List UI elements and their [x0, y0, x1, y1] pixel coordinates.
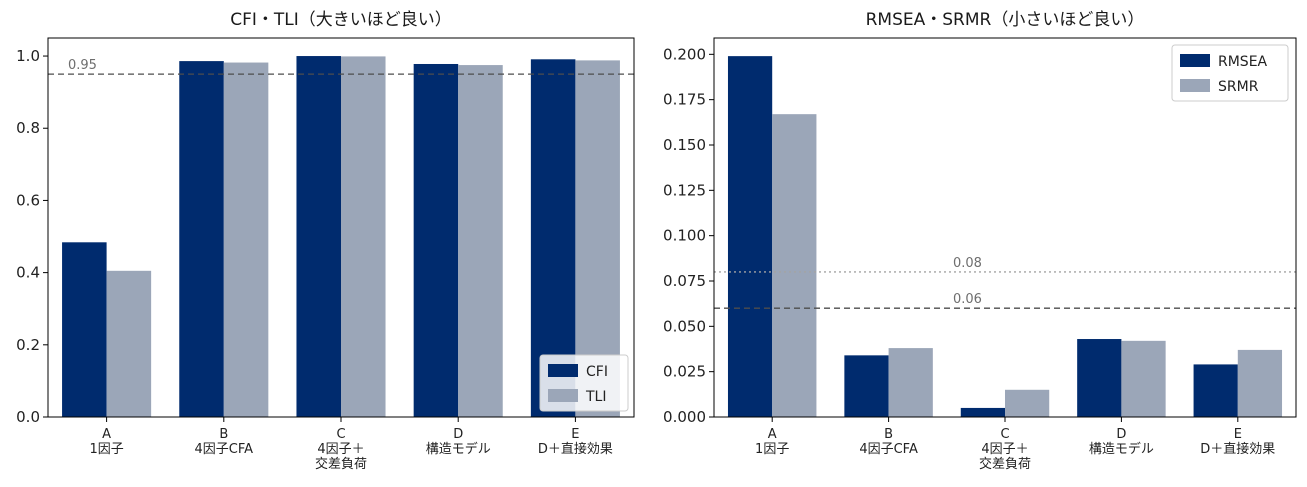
chart1-legend-swatch-0 [1180, 54, 1210, 67]
chart0-xtick-label-4-0: E [571, 427, 579, 442]
chart0-legend-label-1: TLI [585, 389, 606, 405]
chart1-legend-label-1: SRMR [1218, 79, 1259, 95]
chart1-bar-srmr-1 [888, 348, 933, 417]
chart0-xtick-label-0-1: 1因子 [89, 442, 123, 457]
chart0-reference-label-0: 0.95 [68, 58, 97, 73]
chart0-bar-cfi-0 [62, 242, 107, 417]
chart1-ytick-label-2: 0.050 [663, 317, 706, 335]
chart1-ytick-label-1: 0.025 [663, 363, 706, 381]
chart1-ytick-label-3: 0.075 [663, 272, 706, 290]
chart0-ytick-label-2: 0.4 [16, 264, 40, 282]
chart1-xtick-label-3-1: 構造モデル [1089, 441, 1154, 457]
chart1-xtick-label-2-0: C [1000, 427, 1009, 442]
chart0-legend-swatch-1 [548, 389, 578, 402]
chart0-xtick-label-2-0: C [336, 427, 345, 442]
chart1-xtick-label-0-0: A [768, 427, 777, 442]
chart1-reference-label-0: 0.08 [953, 256, 982, 271]
chart0-ytick-label-4: 0.8 [16, 119, 40, 137]
chart1-xtick-label-0-1: 1因子 [755, 442, 789, 457]
chart0-xtick-label-3-1: 構造モデル [426, 441, 491, 457]
chart0-ytick-label-3: 0.6 [16, 191, 40, 209]
chart0-ytick-label-0: 0.0 [16, 408, 40, 426]
chart1-reference-label-1: 0.06 [953, 292, 982, 307]
chart1-bar-rmsea-3 [1077, 339, 1122, 417]
chart1-bar-srmr-0 [772, 114, 817, 417]
chart1-xtick-label-1-1: 4因子CFA [859, 442, 918, 457]
chart0-bar-tli-2 [341, 56, 386, 418]
chart0-xtick-label-0-0: A [102, 427, 111, 442]
chart0-bar-cfi-1 [179, 61, 224, 417]
chart0-ytick-label-5: 1.0 [16, 47, 40, 65]
chart0-xtick-label-1-1: 4因子CFA [195, 442, 254, 457]
chart1-bar-rmsea-0 [727, 56, 773, 417]
chart0-bar-tli-3 [458, 65, 503, 418]
chart0-legend-swatch-0 [548, 364, 578, 377]
chart0-xtick-label-4-1: D＋直接効果 [538, 441, 613, 457]
chart1-title: RMSEA・SRMR（小さいほど良い） [866, 10, 1145, 30]
chart1-bar-rmsea-4 [1193, 364, 1238, 417]
chart1-xtick-label-2-1: 4因子＋ [981, 442, 1028, 457]
chart1-ytick-label-7: 0.175 [663, 91, 706, 109]
chart0-ytick-label-1: 0.2 [16, 336, 40, 354]
chart0-legend-label-0: CFI [586, 364, 608, 380]
chart1-bar-srmr-4 [1237, 349, 1283, 417]
chart0-xtick-label-3-0: D [453, 427, 463, 442]
chart1-ytick-label-0: 0.000 [663, 408, 706, 426]
chart0-bar-cfi-3 [413, 63, 459, 417]
chart1-xtick-label-4-1: D＋直接効果 [1200, 441, 1275, 457]
chart1-legend-label-0: RMSEA [1218, 54, 1268, 70]
chart0-xtick-label-1-0: B [219, 427, 228, 442]
chart1-ytick-label-5: 0.125 [663, 181, 706, 199]
chart0-bar-cfi-2 [296, 56, 341, 418]
chart1-xtick-label-3-0: D [1116, 427, 1126, 442]
chart1-bar-srmr-2 [1005, 389, 1050, 417]
chart1-bar-rmsea-2 [960, 407, 1005, 417]
chart1-legend: RMSEA SRMR [1171, 44, 1289, 102]
chart1-legend-swatch-1 [1180, 79, 1210, 92]
chart1-ytick-label-8: 0.200 [663, 45, 706, 63]
chart0-bar-tli-1 [223, 62, 269, 417]
chart1-ytick-label-4: 0.100 [663, 227, 706, 245]
chart1-xtick-label-1-0: B [884, 427, 893, 442]
chart0-bar-tli-0 [106, 270, 152, 417]
chart0-title: CFI・TLI（大きいほど良い） [230, 10, 452, 30]
chart0-legend: CFI TLI [539, 354, 629, 412]
chart1-xtick-label-4-0: E [1234, 427, 1242, 442]
chart1-xtick-label-2-2: 交差負荷 [979, 456, 1031, 472]
chart1-bar-srmr-3 [1121, 340, 1166, 417]
chart0-xtick-label-2-1: 4因子＋ [317, 442, 364, 457]
chart1-bar-rmsea-1 [844, 355, 889, 417]
chart0-xtick-label-2-2: 交差負荷 [315, 456, 367, 472]
chart1-ytick-label-6: 0.150 [663, 136, 706, 154]
